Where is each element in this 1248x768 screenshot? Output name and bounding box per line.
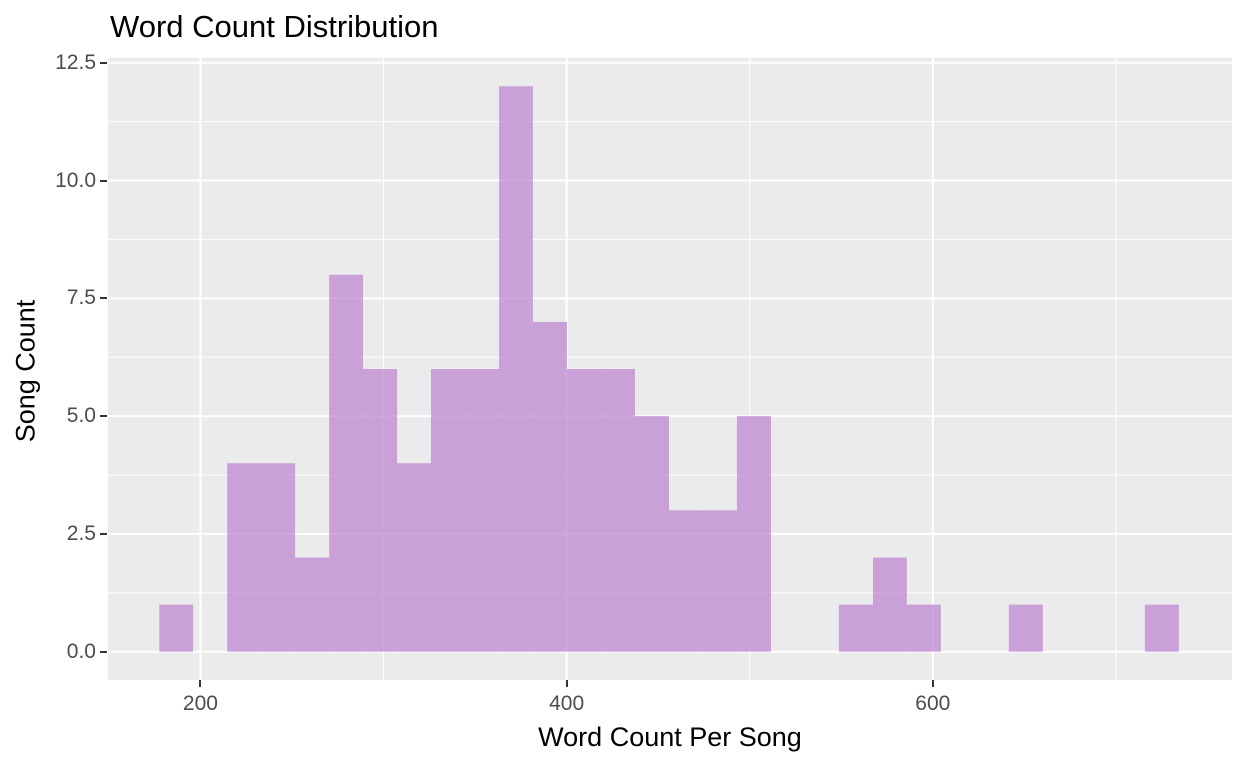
histogram-bar xyxy=(702,510,737,652)
histogram-bar xyxy=(668,510,703,652)
histogram-bar xyxy=(1144,604,1179,652)
histogram-bar xyxy=(838,604,873,652)
x-axis-tick-mark xyxy=(199,680,202,687)
y-axis-tick-mark xyxy=(100,532,107,535)
histogram-bar xyxy=(634,416,669,652)
x-axis-tick-label: 400 xyxy=(549,692,585,715)
histogram-bar xyxy=(261,463,296,652)
y-axis-tick-label: 0.0 xyxy=(66,639,96,663)
histogram-bar xyxy=(872,557,907,652)
histogram-bar xyxy=(295,557,330,652)
histogram-bar xyxy=(532,321,568,652)
y-axis-tick-label: 10.0 xyxy=(55,168,96,192)
histogram-bar xyxy=(906,604,941,652)
y-axis-tick-mark xyxy=(100,297,107,300)
histogram-bar xyxy=(159,604,194,652)
chart-title: Word Count Distribution xyxy=(110,9,439,44)
x-axis-tick-label: 200 xyxy=(182,692,218,715)
y-axis-tick-label: 7.5 xyxy=(66,286,96,310)
y-axis-tick-mark xyxy=(100,61,107,64)
y-axis-tick-mark xyxy=(100,179,107,182)
histogram-bar xyxy=(567,369,602,652)
histogram-bar xyxy=(736,416,771,652)
histogram-bar xyxy=(601,369,635,652)
y-axis-tick-label: 12.5 xyxy=(55,50,96,74)
y-axis-tick-mark xyxy=(100,415,107,418)
histogram-bar xyxy=(397,463,431,652)
panel-canvas xyxy=(108,58,1232,680)
y-axis-tick-label: 2.5 xyxy=(66,521,96,545)
plot-panel xyxy=(108,58,1232,680)
y-axis-tick-label: 5.0 xyxy=(66,404,96,428)
x-axis-title: Word Count Per Song xyxy=(538,722,802,752)
x-axis-tick-mark xyxy=(931,680,934,687)
histogram-bar xyxy=(227,463,262,652)
histogram-bar xyxy=(329,274,364,652)
histogram-bar xyxy=(363,369,398,652)
histogram-bar xyxy=(430,369,466,652)
histogram-bar xyxy=(465,369,500,652)
x-axis-tick-mark xyxy=(565,680,568,687)
histogram-bar xyxy=(1008,604,1043,652)
histogram-bar xyxy=(499,86,533,652)
x-axis-tick-label: 600 xyxy=(915,692,951,715)
y-axis-tick-mark xyxy=(100,650,107,653)
